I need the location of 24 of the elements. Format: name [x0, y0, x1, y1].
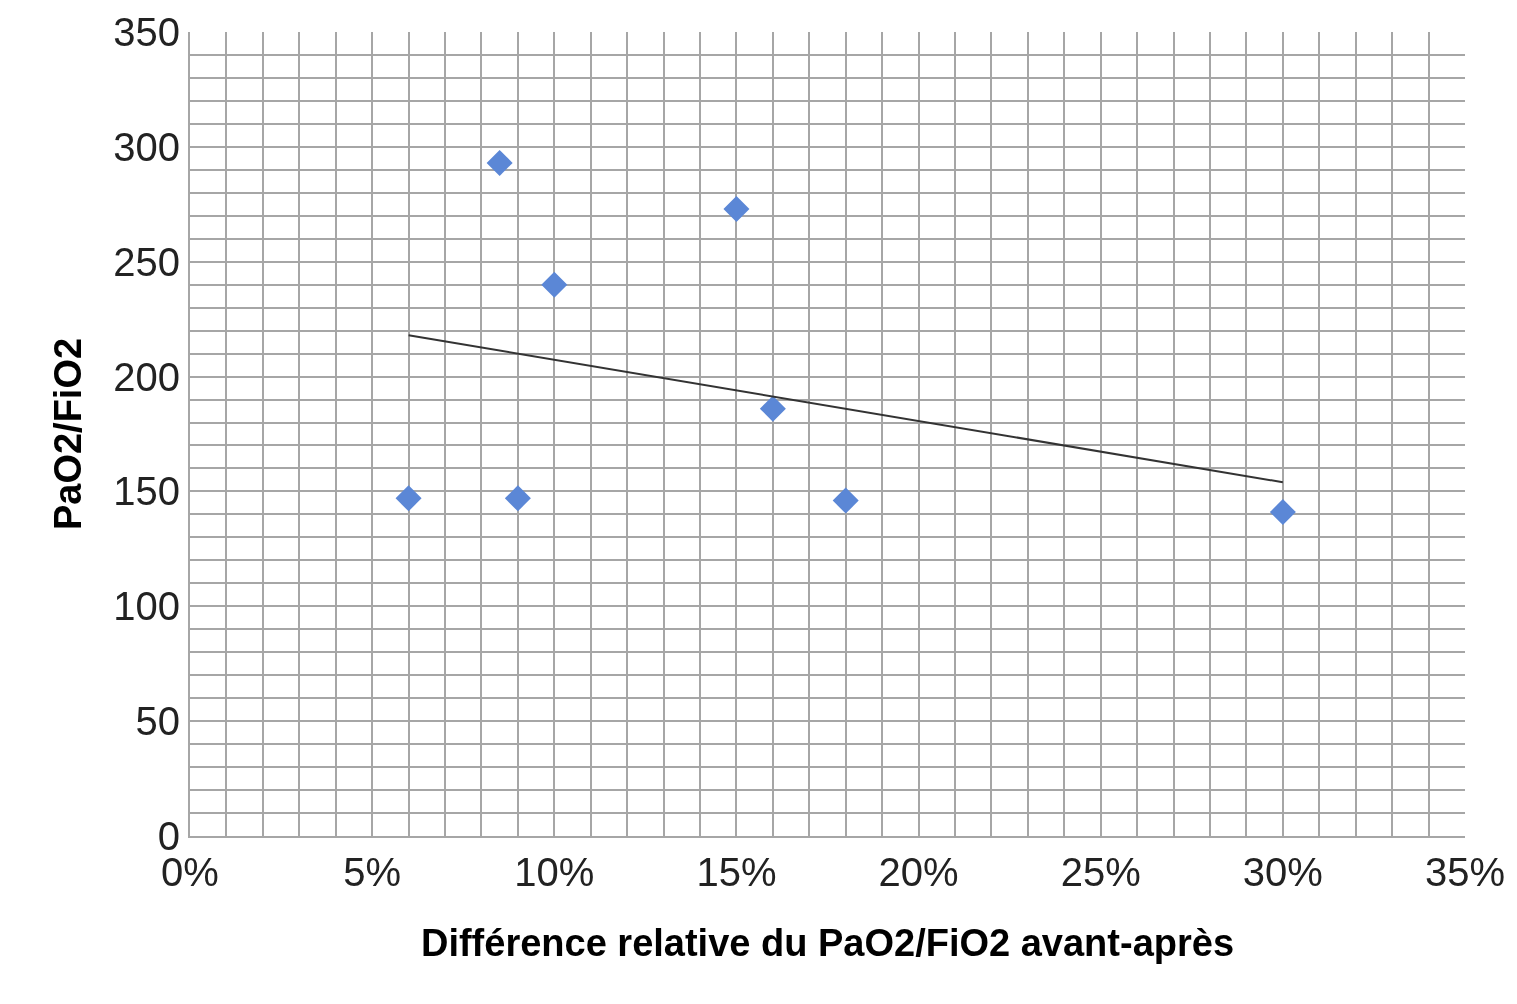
point: [759, 395, 786, 422]
point: [723, 195, 750, 222]
point: [832, 487, 859, 514]
point: [486, 149, 513, 176]
point: [395, 485, 422, 512]
y-tick-label: 100: [113, 584, 180, 629]
y-tick-label: 350: [113, 10, 180, 54]
point: [504, 485, 531, 512]
x-tick-label: 35%: [1424, 850, 1506, 894]
y-tick-label: 300: [113, 124, 180, 169]
x-tick-label: 20%: [878, 850, 959, 894]
y-tick-label: 50: [135, 699, 180, 744]
y-axis-title: PaO2/FiO2: [46, 337, 89, 531]
x-axis-title: Différence relative du PaO2/FiO2 avant-après: [420, 921, 1235, 964]
point: [1269, 499, 1296, 526]
point: [541, 271, 568, 298]
x-tick-label: 15%: [696, 850, 777, 894]
x-tick-label: 30%: [1242, 850, 1323, 894]
x-tick-label: 10%: [514, 850, 595, 894]
y-tick-label: 250: [113, 239, 180, 284]
y-tick-label: 150: [113, 469, 180, 514]
x-tick-label: 25%: [1060, 850, 1141, 894]
x-tick-label: 5%: [343, 850, 402, 894]
y-tick-label: 200: [113, 354, 180, 399]
